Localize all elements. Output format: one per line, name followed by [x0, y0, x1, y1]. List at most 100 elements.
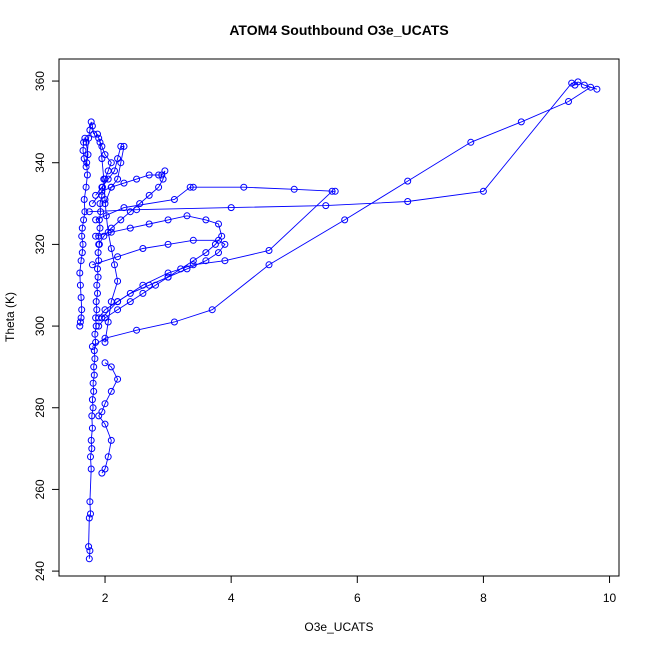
- data-point: [87, 118, 95, 126]
- data-point: [467, 138, 475, 146]
- data-point: [265, 247, 273, 254]
- data-point: [155, 183, 163, 191]
- data-point: [107, 387, 115, 395]
- data-point: [90, 130, 98, 138]
- y-tick-label: 320: [33, 234, 47, 254]
- data-point: [170, 196, 178, 203]
- data-point: [126, 208, 134, 216]
- data-point: [95, 314, 103, 322]
- data-point: [107, 363, 115, 371]
- data-point: [88, 412, 96, 420]
- data-point: [95, 257, 103, 265]
- data-point: [404, 198, 412, 205]
- data-point: [90, 371, 98, 379]
- data-point: [95, 322, 103, 330]
- series-line: [95, 186, 336, 319]
- data-point: [77, 294, 85, 301]
- data-point: [93, 281, 101, 289]
- data-point: [170, 318, 178, 326]
- data-point: [76, 318, 84, 326]
- data-point: [107, 183, 115, 191]
- data-point: [87, 510, 94, 518]
- data-point: [101, 338, 109, 346]
- data-point: [114, 298, 122, 306]
- y-tick-label: 300: [33, 316, 47, 336]
- data-point: [183, 212, 191, 220]
- series-line: [98, 362, 119, 474]
- data-point: [580, 81, 588, 89]
- data-point: [221, 240, 229, 248]
- data-point: [98, 187, 106, 195]
- data-point: [80, 138, 88, 146]
- data-point: [120, 204, 128, 212]
- data-point: [104, 175, 112, 183]
- data-point: [221, 257, 229, 265]
- data-point: [98, 183, 106, 191]
- data-point: [95, 134, 103, 142]
- data-point: [117, 159, 125, 167]
- data-point: [593, 85, 601, 93]
- data-point: [114, 175, 122, 183]
- data-point: [76, 322, 84, 330]
- data-point: [94, 249, 102, 257]
- data-point: [155, 171, 163, 179]
- data-point: [215, 249, 222, 257]
- data-point: [139, 281, 147, 289]
- data-point: [86, 498, 94, 506]
- series-line: [88, 133, 119, 559]
- data-point: [565, 98, 572, 105]
- data-point: [215, 220, 222, 228]
- data-point: [88, 396, 96, 404]
- data-point: [101, 334, 109, 342]
- data-point: [126, 298, 134, 306]
- data-point: [208, 306, 216, 314]
- x-tick-label: 10: [603, 591, 617, 605]
- data-point: [91, 355, 99, 363]
- data-point: [80, 216, 88, 224]
- data-point: [88, 343, 96, 350]
- data-point: [202, 257, 210, 265]
- data-point: [189, 261, 197, 269]
- data-point: [100, 232, 108, 240]
- x-tick-label: 6: [354, 591, 361, 605]
- data-point: [79, 147, 87, 154]
- data-point: [89, 379, 97, 387]
- x-axis-label: O3e_UCATS: [304, 620, 373, 634]
- data-point: [331, 187, 339, 195]
- data-point: [92, 232, 100, 240]
- data-point: [92, 322, 100, 330]
- data-point: [98, 155, 106, 163]
- data-point: [91, 330, 99, 338]
- data-point: [574, 78, 582, 86]
- data-point: [88, 445, 96, 453]
- y-axis-label: Theta (K): [3, 292, 17, 342]
- data-point: [94, 273, 102, 281]
- data-point: [183, 265, 191, 273]
- data-point: [90, 347, 98, 355]
- data-point: [290, 185, 298, 193]
- data-point: [145, 220, 153, 228]
- data-point: [90, 387, 98, 395]
- x-tick-label: 8: [480, 591, 487, 605]
- data-point: [95, 412, 103, 420]
- data-point: [80, 196, 88, 203]
- data-point: [164, 216, 172, 224]
- data-point: [139, 289, 147, 297]
- data-point: [87, 465, 95, 473]
- data-point: [101, 306, 109, 314]
- data-point: [97, 208, 105, 216]
- data-point: [98, 142, 106, 150]
- data-point: [133, 326, 141, 334]
- data-point: [79, 240, 87, 248]
- data-point: [101, 359, 109, 367]
- data-point: [98, 314, 106, 322]
- data-point: [80, 155, 88, 163]
- y-tick-label: 340: [33, 152, 47, 172]
- data-point: [88, 424, 96, 432]
- data-point: [94, 289, 101, 297]
- data-point: [117, 216, 125, 224]
- data-point: [101, 196, 109, 203]
- data-point: [95, 240, 103, 248]
